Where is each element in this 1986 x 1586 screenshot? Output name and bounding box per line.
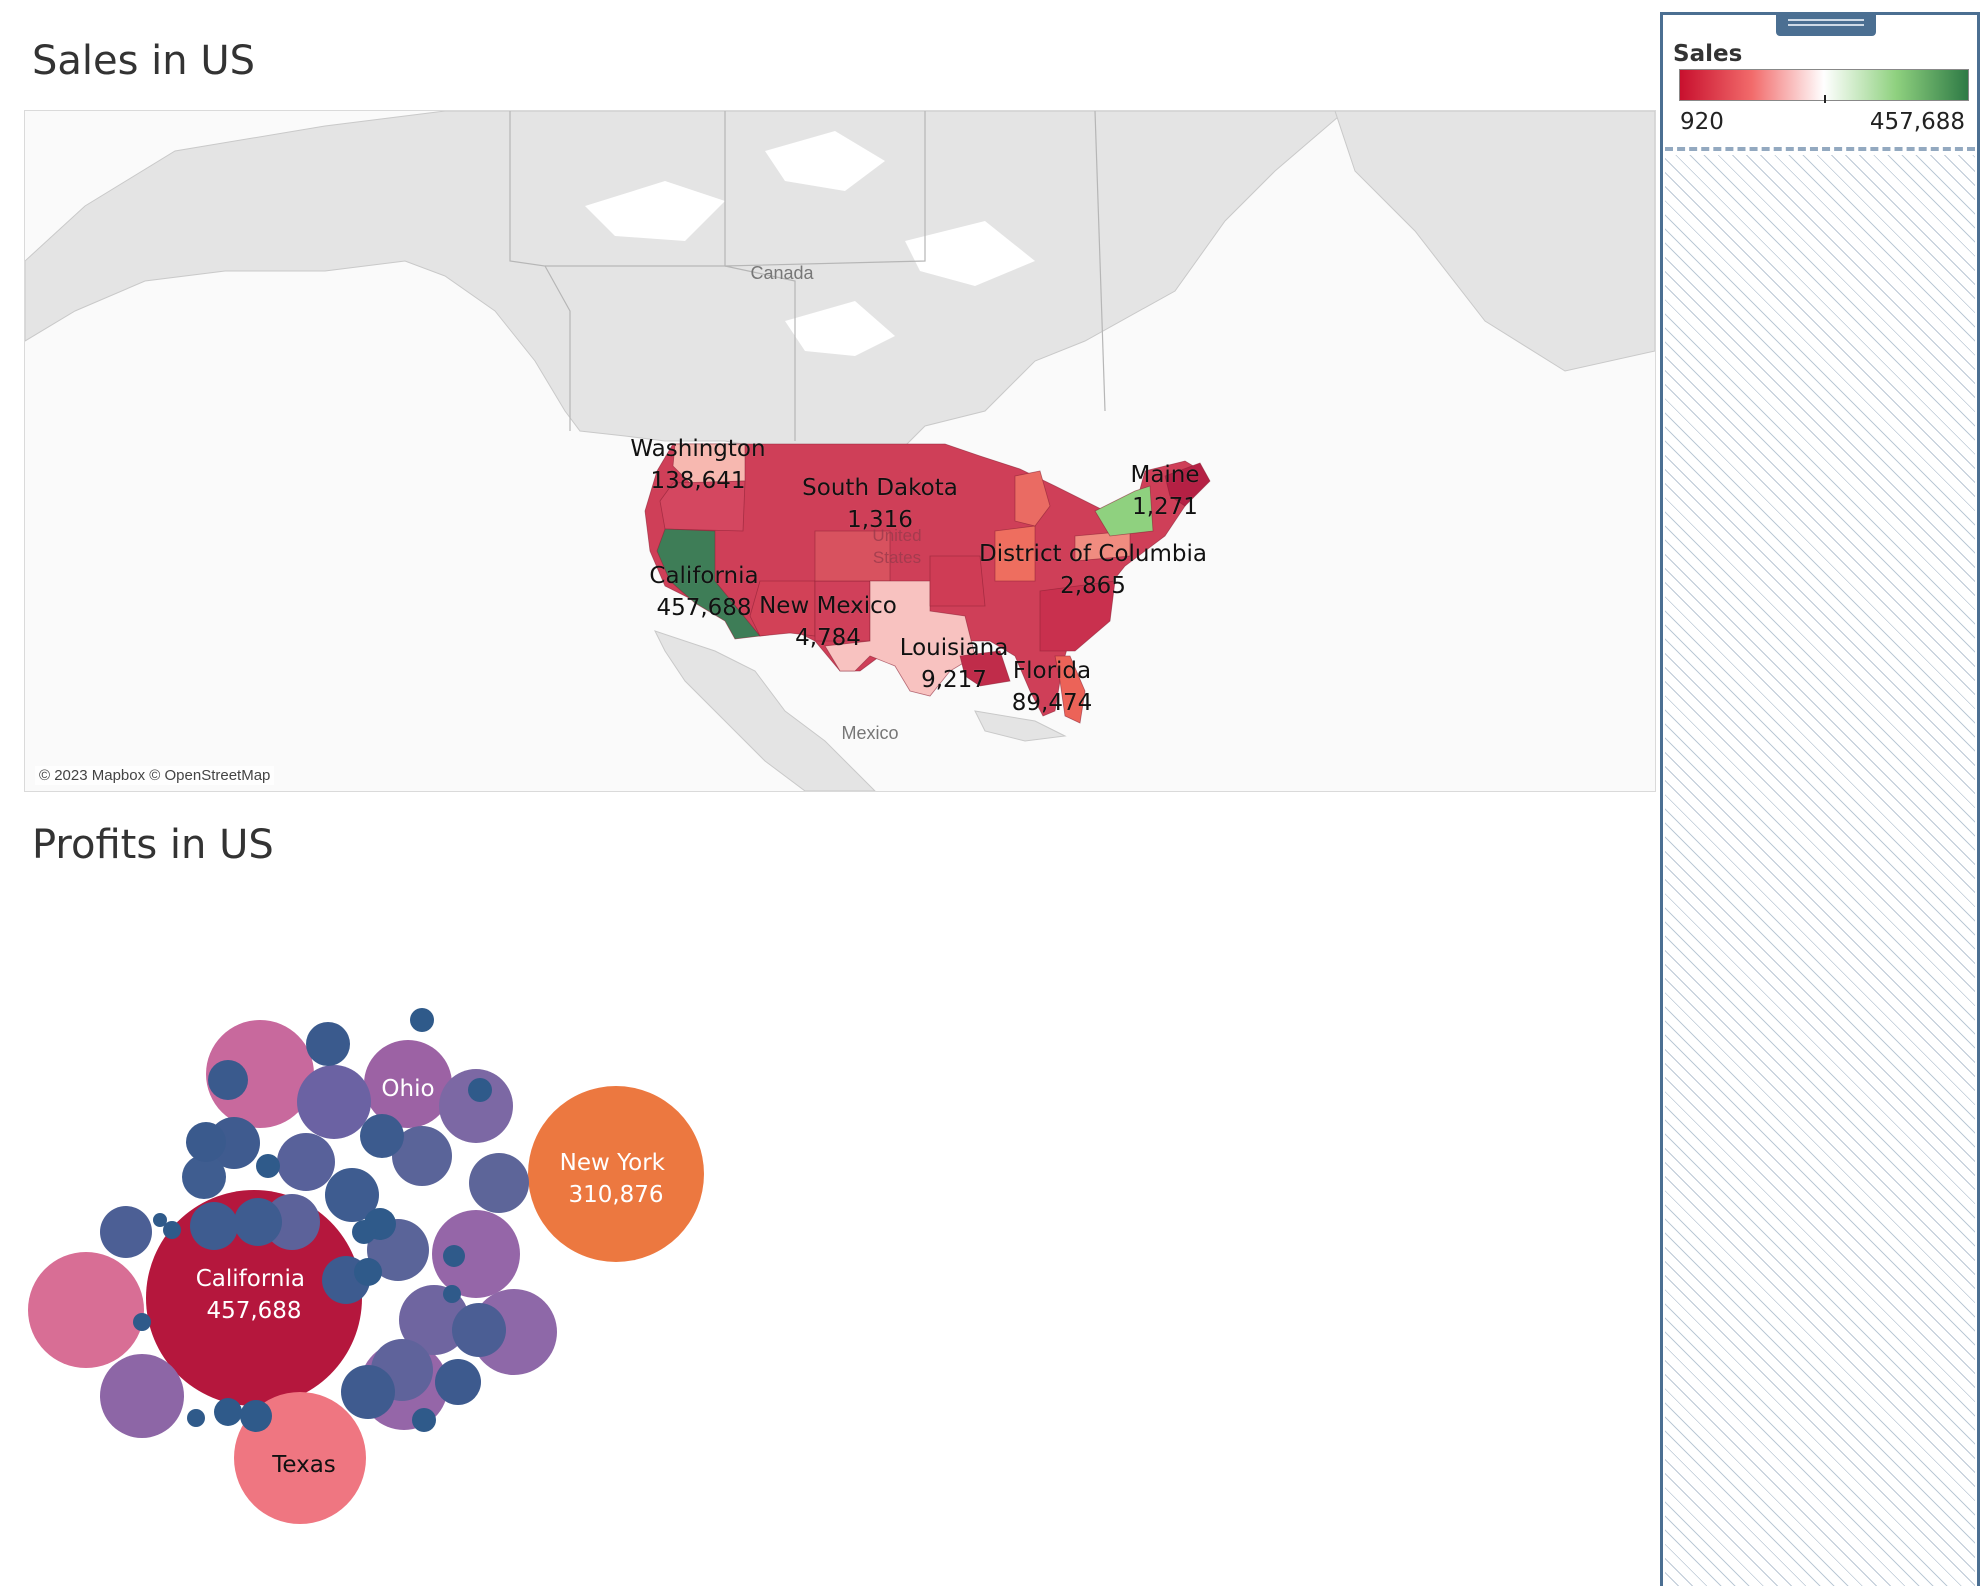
bubble-blue-21[interactable] xyxy=(435,1359,481,1405)
bubble-purple-7[interactable] xyxy=(297,1065,371,1139)
label-district-of-columbia: District of Columbia 2,865 xyxy=(979,541,1207,599)
bubble-blue-19[interactable] xyxy=(133,1313,151,1331)
bubble-ohio[interactable] xyxy=(364,1040,452,1128)
map-attribution[interactable]: © 2023 Mapbox © OpenStreetMap xyxy=(35,766,275,785)
bubble-blue-3[interactable] xyxy=(264,1194,320,1250)
bubble-blue-34[interactable] xyxy=(410,1008,434,1032)
state-oregon[interactable] xyxy=(659,480,746,532)
state-louisiana[interactable] xyxy=(959,650,1011,687)
sales-sheet-title: Sales in US xyxy=(32,38,256,84)
bubble-label-ohio: Ohio xyxy=(381,1076,434,1102)
label-louisiana: Louisiana 9,217 xyxy=(900,635,1009,693)
legend-min-label: 920 xyxy=(1680,109,1724,135)
bubble-pink-2[interactable] xyxy=(206,1020,314,1128)
legend-midpoint-tick xyxy=(1824,95,1826,103)
mexico-label: Mexico xyxy=(841,723,898,743)
label-washington: Washington 138,641 xyxy=(630,436,765,494)
bubble-blue-15[interactable] xyxy=(100,1206,152,1258)
profit-bubble-chart[interactable]: California 457,688 New York 310,876 Texa… xyxy=(24,900,784,1550)
bubble-blue-23[interactable] xyxy=(214,1398,242,1426)
state-texas[interactable] xyxy=(824,580,976,697)
bubble-blue-35[interactable] xyxy=(187,1409,205,1427)
bubble-blue-32[interactable] xyxy=(354,1258,382,1286)
map-place-labels: Canada Mexico xyxy=(750,263,898,743)
bubble-blue-26[interactable] xyxy=(352,1220,376,1244)
profit-sheet-title: Profits in US xyxy=(32,822,274,868)
bubble-blue-18[interactable] xyxy=(186,1122,226,1162)
label-florida: Florida 89,474 xyxy=(1012,658,1092,716)
bubble-blue-11[interactable] xyxy=(306,1022,350,1066)
country-borders xyxy=(509,111,1106,441)
state-maine[interactable] xyxy=(1164,462,1211,507)
mexico-landmass xyxy=(654,630,876,791)
us-states-layer[interactable] xyxy=(644,443,1211,724)
state-indiana-ohio[interactable] xyxy=(994,525,1036,582)
state-michigan[interactable] xyxy=(1014,470,1051,527)
bubble-blue-9[interactable] xyxy=(182,1155,226,1199)
sales-map[interactable]: Canada Mexico United States xyxy=(24,110,1656,792)
bubble-purple-1[interactable] xyxy=(439,1069,513,1143)
legend-title: Sales xyxy=(1673,41,1743,67)
bubble-new-york[interactable] xyxy=(528,1086,704,1262)
bubble-blue-8[interactable] xyxy=(234,1198,282,1246)
arctic-islands xyxy=(585,131,1035,356)
bubble-label-california: California 457,688 xyxy=(196,1266,313,1324)
canada-label: Canada xyxy=(750,263,814,283)
bubble-blue-1[interactable] xyxy=(277,1133,335,1191)
bubble-purple-5[interactable] xyxy=(100,1354,184,1438)
united-states-label: United States xyxy=(872,526,921,567)
bubble-blue-22[interactable] xyxy=(452,1303,506,1357)
bubble-labels: California 457,688 New York 310,876 Texa… xyxy=(196,1076,673,1478)
state-florida[interactable] xyxy=(1054,655,1086,724)
bubble-blue-30[interactable] xyxy=(153,1213,167,1227)
bubble-blue-12[interactable] xyxy=(325,1168,379,1222)
sales-legend[interactable]: Sales 920 457,688 xyxy=(1660,12,1980,1586)
bubble-canvas[interactable]: California 457,688 New York 310,876 Texa… xyxy=(24,900,784,1550)
basemap xyxy=(25,111,1655,791)
greenland-landmass xyxy=(1334,111,1655,372)
bubble-blue-33[interactable] xyxy=(443,1285,461,1303)
legend-drag-handle[interactable] xyxy=(1776,12,1876,36)
bubble-blue-24[interactable] xyxy=(240,1400,272,1432)
state-value-labels: Washington 138,641 South Dakota 1,316 Main… xyxy=(630,436,1207,717)
legend-empty-area xyxy=(1665,155,1975,1586)
label-california: California 457,688 xyxy=(649,563,758,621)
bubble-label-texas: Texas xyxy=(271,1452,336,1478)
bubble-label-new-york: New York 310,876 xyxy=(560,1150,673,1208)
bubble-blue-27[interactable] xyxy=(443,1245,465,1267)
bubble-blue-10[interactable] xyxy=(190,1202,238,1250)
bubble-layer[interactable] xyxy=(28,1008,704,1524)
state-california[interactable] xyxy=(656,528,761,640)
state-missouri[interactable] xyxy=(929,555,986,607)
bubble-blue-29[interactable] xyxy=(256,1154,280,1178)
label-new-mexico: New Mexico 4,784 xyxy=(759,593,897,651)
label-south-dakota: South Dakota 1,316 xyxy=(802,475,958,533)
bubble-blue-31[interactable] xyxy=(412,1408,436,1432)
label-maine: Maine 1,271 xyxy=(1130,462,1199,520)
bubble-blue-17[interactable] xyxy=(208,1060,248,1100)
bubble-purple-2[interactable] xyxy=(432,1210,520,1298)
bubble-blue-13[interactable] xyxy=(360,1114,404,1158)
bubble-blue-5[interactable] xyxy=(392,1126,452,1186)
bubble-pink-1[interactable] xyxy=(28,1252,144,1368)
state-new-york[interactable] xyxy=(1094,485,1154,537)
map-canvas[interactable]: Canada Mexico United States xyxy=(25,111,1655,791)
north-america-landmass xyxy=(25,111,1346,492)
state-georgia-carolinas[interactable] xyxy=(1039,580,1116,652)
bubble-blue-28[interactable] xyxy=(468,1078,492,1102)
legend-max-label: 457,688 xyxy=(1869,109,1965,135)
bubble-blue-16[interactable] xyxy=(163,1221,181,1239)
bubble-blue-6[interactable] xyxy=(469,1153,529,1213)
caribbean-landmass xyxy=(974,710,1067,742)
bubble-blue-20[interactable] xyxy=(341,1365,395,1419)
legend-divider xyxy=(1665,147,1975,151)
